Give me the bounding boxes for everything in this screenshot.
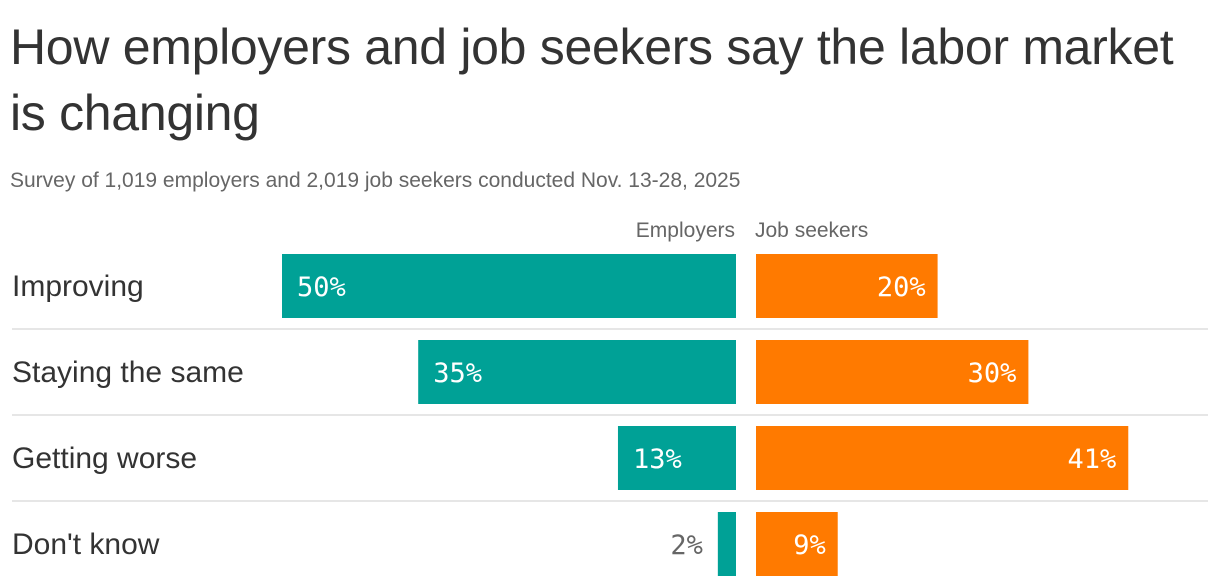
employers-column-header: Employers xyxy=(636,219,735,242)
job-seekers-bar-getting-worse xyxy=(756,426,1129,490)
job-seekers-value-label-improving: 20% xyxy=(877,272,926,303)
job-seekers-value-label-don-t-know: 9% xyxy=(793,530,826,561)
chart-rows: Improving 50% 20% Staying the same 35% 30% Get… xyxy=(12,254,1208,576)
row-label-don-t-know: Don't know xyxy=(12,528,160,561)
employers-bar-improving xyxy=(282,254,736,318)
job-seekers-value-label-getting-worse: 41% xyxy=(1067,444,1116,475)
job-seekers-value-label-staying-the-same: 30% xyxy=(968,358,1017,389)
row-label-getting-worse: Getting worse xyxy=(12,442,197,475)
employers-bar-don-t-know xyxy=(717,512,736,576)
job-seekers-bar-improving xyxy=(756,254,938,318)
employers-bar-staying-the-same xyxy=(418,340,736,404)
job-seekers-bar-staying-the-same xyxy=(756,340,1029,404)
employers-value-label-don-t-know: 2% xyxy=(670,530,703,561)
chart-title: How employers and job seekers say the la… xyxy=(10,19,1174,141)
employers-value-label-getting-worse: 13% xyxy=(633,444,682,475)
employers-bar-getting-worse xyxy=(617,426,736,490)
row-label-improving: Improving xyxy=(12,270,144,303)
employers-value-label-improving: 50% xyxy=(297,272,346,303)
job-seekers-bar-don-t-know xyxy=(756,512,838,576)
employers-value-label-staying-the-same: 35% xyxy=(433,358,482,389)
row-label-staying-the-same: Staying the same xyxy=(12,356,244,389)
job-seekers-column-header: Job seekers xyxy=(755,219,868,242)
chart-subtitle: Survey of 1,019 employers and 2,019 job … xyxy=(10,169,741,192)
